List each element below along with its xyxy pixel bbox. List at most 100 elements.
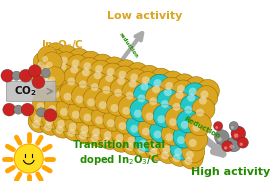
- Circle shape: [72, 111, 80, 119]
- Circle shape: [238, 137, 248, 148]
- Circle shape: [114, 89, 122, 97]
- Circle shape: [68, 48, 91, 71]
- Circle shape: [105, 74, 113, 82]
- Circle shape: [60, 82, 82, 105]
- Circle shape: [154, 79, 162, 87]
- Circle shape: [103, 108, 126, 131]
- Circle shape: [39, 83, 46, 90]
- Circle shape: [153, 104, 176, 127]
- Circle shape: [87, 98, 95, 106]
- Circle shape: [107, 68, 115, 76]
- Circle shape: [103, 57, 126, 80]
- Circle shape: [126, 143, 134, 151]
- Circle shape: [42, 65, 48, 71]
- Circle shape: [169, 118, 177, 126]
- Ellipse shape: [38, 53, 57, 122]
- Circle shape: [48, 105, 56, 113]
- Circle shape: [47, 60, 55, 68]
- Circle shape: [101, 63, 124, 86]
- Circle shape: [231, 126, 246, 141]
- Circle shape: [149, 97, 157, 105]
- Circle shape: [148, 74, 171, 97]
- Circle shape: [21, 103, 34, 116]
- Circle shape: [154, 130, 162, 139]
- Circle shape: [104, 131, 112, 139]
- Circle shape: [39, 69, 59, 89]
- Circle shape: [181, 121, 189, 129]
- Circle shape: [34, 59, 55, 79]
- Circle shape: [173, 74, 196, 97]
- Circle shape: [19, 69, 32, 82]
- Circle shape: [162, 145, 170, 153]
- Circle shape: [164, 88, 172, 96]
- Circle shape: [145, 138, 168, 161]
- Circle shape: [177, 110, 200, 133]
- Circle shape: [106, 93, 129, 116]
- Circle shape: [161, 151, 169, 160]
- Circle shape: [44, 94, 67, 117]
- Circle shape: [160, 77, 183, 100]
- Circle shape: [130, 74, 138, 81]
- Circle shape: [117, 77, 125, 85]
- Circle shape: [33, 52, 53, 72]
- Circle shape: [56, 46, 79, 69]
- Circle shape: [169, 143, 192, 166]
- Circle shape: [69, 123, 77, 131]
- Circle shape: [83, 88, 106, 110]
- Circle shape: [68, 100, 91, 123]
- Circle shape: [79, 103, 102, 125]
- Circle shape: [42, 52, 62, 72]
- Circle shape: [63, 118, 86, 141]
- Circle shape: [60, 57, 68, 65]
- Circle shape: [98, 126, 121, 149]
- FancyBboxPatch shape: [7, 81, 56, 101]
- Circle shape: [234, 133, 238, 138]
- Circle shape: [129, 80, 137, 88]
- Polygon shape: [40, 54, 208, 158]
- Circle shape: [150, 120, 173, 143]
- Circle shape: [83, 114, 91, 122]
- Circle shape: [133, 84, 156, 106]
- Circle shape: [100, 120, 123, 143]
- Circle shape: [126, 63, 149, 85]
- Circle shape: [35, 74, 55, 94]
- Circle shape: [67, 129, 75, 137]
- Circle shape: [71, 85, 94, 108]
- Circle shape: [173, 154, 181, 162]
- Circle shape: [185, 128, 207, 151]
- Circle shape: [146, 112, 154, 120]
- Circle shape: [134, 110, 142, 118]
- Circle shape: [56, 126, 64, 134]
- Circle shape: [170, 137, 193, 160]
- Circle shape: [36, 69, 56, 89]
- Circle shape: [37, 102, 44, 110]
- Circle shape: [88, 117, 111, 140]
- Circle shape: [126, 114, 149, 137]
- Circle shape: [91, 105, 114, 128]
- Circle shape: [91, 83, 99, 91]
- Circle shape: [40, 78, 47, 85]
- Circle shape: [130, 125, 138, 133]
- Circle shape: [229, 122, 238, 131]
- Circle shape: [38, 69, 45, 75]
- Circle shape: [56, 97, 79, 120]
- Circle shape: [231, 126, 234, 129]
- Circle shape: [192, 98, 215, 121]
- Circle shape: [75, 95, 83, 104]
- Circle shape: [47, 79, 53, 86]
- Circle shape: [185, 77, 207, 100]
- Text: reduction: reduction: [118, 32, 139, 59]
- Circle shape: [32, 91, 55, 114]
- Circle shape: [63, 67, 86, 90]
- Circle shape: [45, 67, 65, 87]
- Circle shape: [48, 79, 71, 102]
- Circle shape: [180, 146, 203, 169]
- Circle shape: [138, 94, 146, 102]
- Circle shape: [152, 85, 160, 93]
- Circle shape: [49, 76, 55, 83]
- Text: Low activity: Low activity: [107, 11, 183, 21]
- Circle shape: [52, 64, 75, 87]
- Circle shape: [215, 126, 218, 129]
- Circle shape: [34, 76, 41, 83]
- Circle shape: [56, 75, 64, 83]
